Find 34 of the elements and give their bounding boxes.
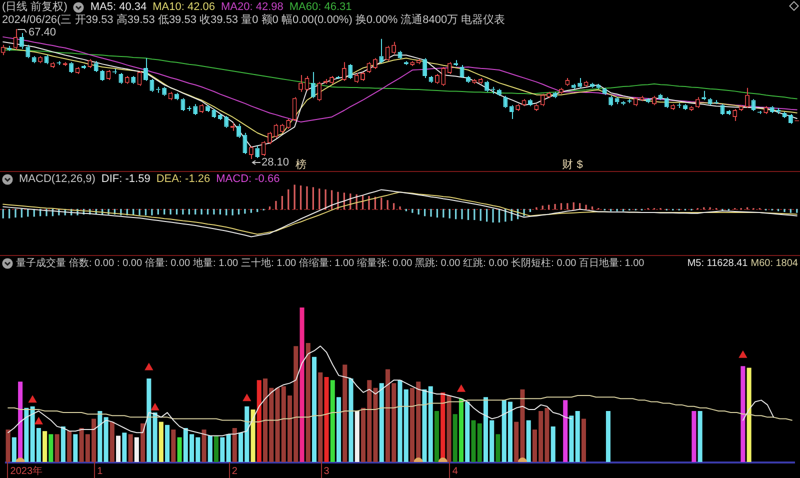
text: 长阴短柱: 0.00 [511, 256, 577, 269]
text: DEA: -1.26 [156, 173, 210, 186]
x-tick-label: 3 [324, 466, 330, 477]
series-label: MACD: -0.66 [216, 173, 280, 186]
text: M60: 1804 [750, 258, 798, 269]
chart-title: MACD(12,26,9) [19, 173, 96, 186]
chart-subtitle: 2024/06/26(三 开39.53 高39.53 低39.53 收39.53 量0 额0 幅0.00(0.00%) 换0.00% 流通8400万 电器仪表 [2, 13, 506, 26]
text: 倍数: 0.00 [69, 256, 114, 269]
text: 地量: 1.00 [192, 256, 239, 269]
text: MA5: 40.34 [90, 1, 147, 14]
x-tick-label: 1 [97, 466, 104, 477]
x-tick-label: $ [576, 159, 583, 172]
x-tick-label: 2 [232, 466, 238, 477]
text: 红跳: 0.00 [463, 256, 509, 269]
chart-title: 量子成交量 [16, 256, 66, 269]
text: 黑跳: 0.00 [415, 256, 461, 269]
text: 倍量: 0.00 [145, 256, 190, 269]
text: : 0.00 [117, 258, 142, 269]
x-tick-label: 榜 [295, 158, 306, 172]
chart-title: (日线 前复权) [2, 0, 68, 14]
text: 倍缩量: 1.00 [299, 256, 355, 269]
text: MA20: 42.98 [221, 1, 284, 14]
annotation: 67.40 [28, 26, 56, 39]
text: M5: 11628.41 [687, 258, 748, 269]
x-tick-label: 2023年 [10, 464, 43, 477]
text: 三十地: 1.00 [241, 256, 297, 269]
x-tick-label: 4 [452, 466, 458, 477]
text: MA10: 42.06 [152, 1, 216, 14]
text: 百日地量: 1.00 [579, 256, 645, 269]
x-tick-label: 财 [562, 158, 573, 172]
text: 缩量张: 0.00 [357, 256, 413, 269]
annotation: 28.10 [262, 156, 290, 169]
text: MA60: 46.31 [289, 1, 352, 14]
text: DIF: -1.59 [101, 173, 150, 186]
